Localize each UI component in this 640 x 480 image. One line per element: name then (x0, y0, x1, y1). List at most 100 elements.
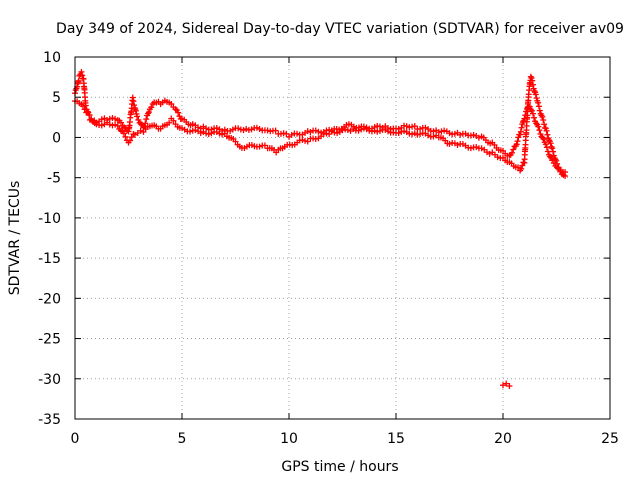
data-point (467, 145, 474, 152)
axis-ticks (74, 56, 611, 420)
data-point (555, 165, 562, 172)
y-tick-label: -35 (38, 412, 61, 428)
x-tick-label: 25 (601, 431, 619, 447)
data-point (430, 133, 437, 140)
data-point (395, 129, 402, 136)
data-point (435, 129, 442, 136)
data-point (302, 137, 309, 144)
data-point (98, 122, 105, 129)
y-tick-label: 10 (43, 50, 61, 66)
x-tick-label: 10 (280, 431, 298, 447)
y-tick-label: 5 (52, 90, 61, 106)
data-point (553, 157, 560, 164)
data-point (299, 136, 306, 143)
data-point (264, 127, 271, 134)
data-point (446, 130, 453, 137)
data-point (503, 380, 510, 387)
data-point (473, 144, 480, 151)
data-point (168, 100, 175, 107)
data-point (312, 127, 319, 134)
data-point (540, 117, 547, 124)
data-point (118, 119, 125, 126)
data-point (536, 107, 543, 114)
data-point (127, 137, 134, 144)
data-point (79, 72, 86, 79)
plot-frame (74, 56, 611, 420)
y-tick-label: -25 (38, 332, 61, 348)
data-point (84, 109, 91, 116)
data-point (438, 128, 445, 135)
data-point (134, 113, 141, 120)
data-point (514, 164, 521, 171)
data-points (72, 68, 569, 390)
data-point (189, 121, 196, 128)
data-point (294, 130, 301, 137)
data-point (376, 128, 383, 135)
y-axis-label: SDTVAR / TECUs (7, 181, 23, 296)
data-point (510, 146, 517, 153)
data-point (441, 127, 448, 134)
data-point (208, 130, 215, 137)
data-point (544, 131, 551, 138)
data-point (544, 148, 551, 155)
data-point (531, 87, 538, 94)
data-point (93, 121, 100, 128)
data-point (543, 127, 550, 134)
data-point (141, 123, 148, 130)
data-point (355, 127, 362, 134)
data-point (535, 103, 542, 110)
data-point (535, 123, 542, 130)
data-point (540, 136, 547, 143)
data-point (342, 126, 349, 133)
data-point (106, 115, 113, 122)
data-point (518, 124, 525, 131)
data-point (137, 127, 144, 134)
data-point (549, 145, 556, 152)
data-point (142, 120, 149, 127)
data-point (170, 117, 177, 124)
data-point (304, 128, 311, 135)
data-point (417, 131, 424, 138)
data-point (120, 130, 127, 137)
data-point (256, 143, 263, 150)
data-point (517, 128, 524, 135)
data-point (533, 95, 540, 102)
data-point (529, 81, 536, 88)
data-point (550, 148, 557, 155)
data-point (253, 124, 260, 131)
data-point (203, 130, 210, 137)
data-point (272, 127, 279, 134)
data-point (315, 128, 322, 135)
data-point (106, 121, 113, 128)
y-tick-label: -15 (38, 251, 61, 267)
data-point (143, 116, 150, 123)
data-point (536, 127, 543, 134)
data-point (232, 138, 239, 145)
data-point (216, 130, 223, 137)
data-point (86, 112, 93, 119)
data-point (192, 127, 199, 134)
data-point (532, 91, 539, 98)
data-point (334, 130, 341, 137)
data-point (243, 125, 250, 132)
data-point (451, 130, 458, 137)
data-point (235, 125, 242, 132)
y-tick-label: -10 (38, 211, 61, 227)
data-point (517, 131, 524, 138)
data-point (562, 173, 569, 180)
data-point (531, 114, 538, 121)
data-point (175, 109, 182, 116)
data-point (114, 122, 121, 129)
data-point (547, 153, 554, 160)
x-tick-label: 5 (178, 431, 187, 447)
x-tick-label: 15 (387, 431, 405, 447)
data-point (528, 107, 535, 114)
data-point (384, 128, 391, 135)
data-point (542, 141, 549, 148)
data-point (339, 127, 346, 134)
data-point (75, 77, 82, 84)
data-point (98, 116, 105, 123)
data-point (109, 122, 116, 129)
